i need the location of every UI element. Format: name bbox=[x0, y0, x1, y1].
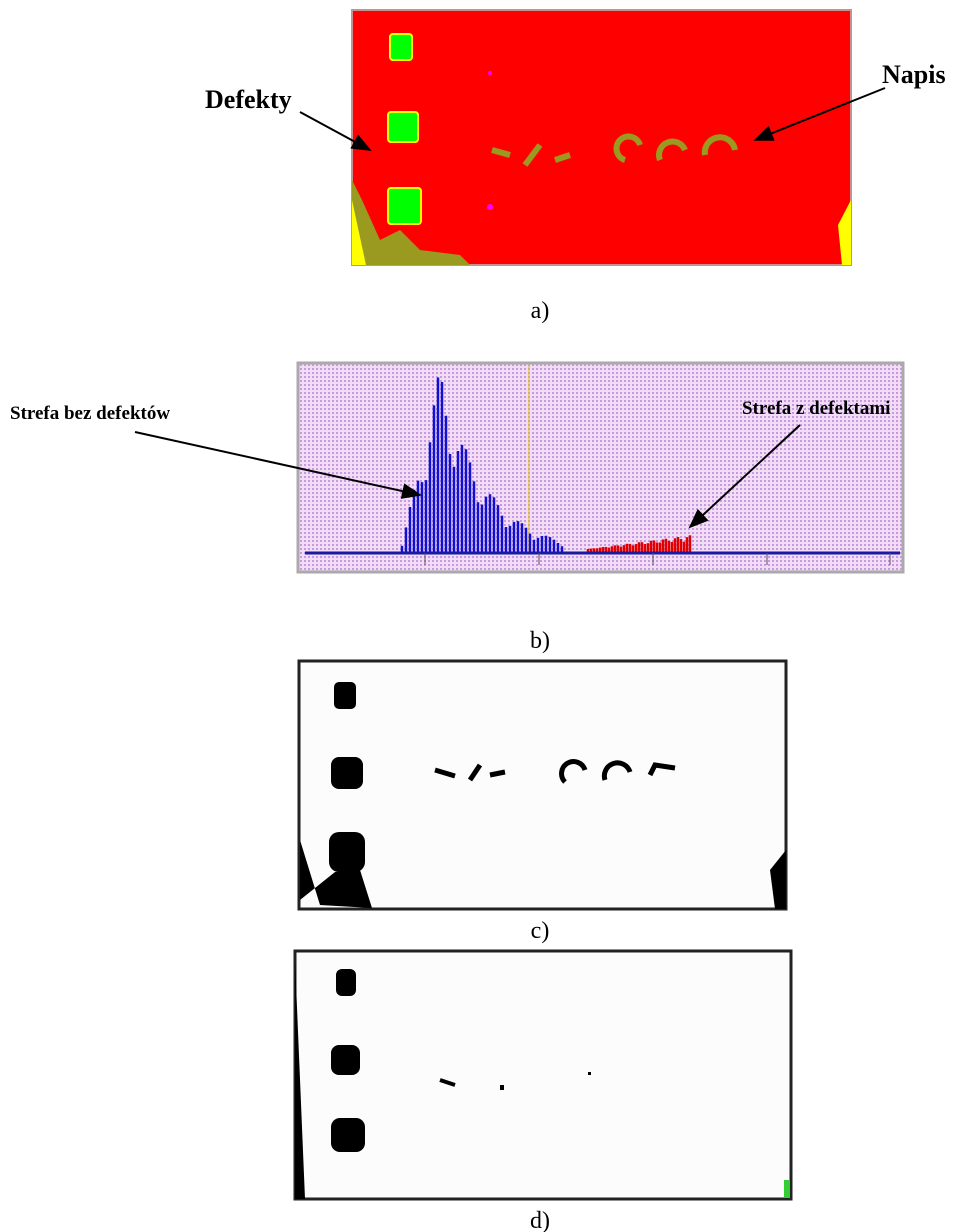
annotation: Defekty bbox=[205, 85, 292, 114]
panel-c: c) bbox=[299, 661, 786, 944]
caption: c) bbox=[531, 918, 550, 944]
annotation: Napis bbox=[882, 60, 946, 89]
annotation: Strefa z defektami bbox=[742, 398, 890, 419]
annotation: Strefa bez defektów bbox=[10, 403, 170, 424]
caption: d) bbox=[530, 1208, 550, 1232]
caption: a) bbox=[531, 298, 550, 324]
figure: Defekty Napis a) Strefa bez defektów Str… bbox=[0, 0, 962, 1232]
panel-b: Strefa bez defektów Strefa z defektami b… bbox=[10, 363, 903, 654]
panel-d: d) bbox=[295, 951, 791, 1232]
caption: b) bbox=[530, 628, 550, 654]
panel-a: Defekty Napis a) bbox=[205, 10, 946, 324]
